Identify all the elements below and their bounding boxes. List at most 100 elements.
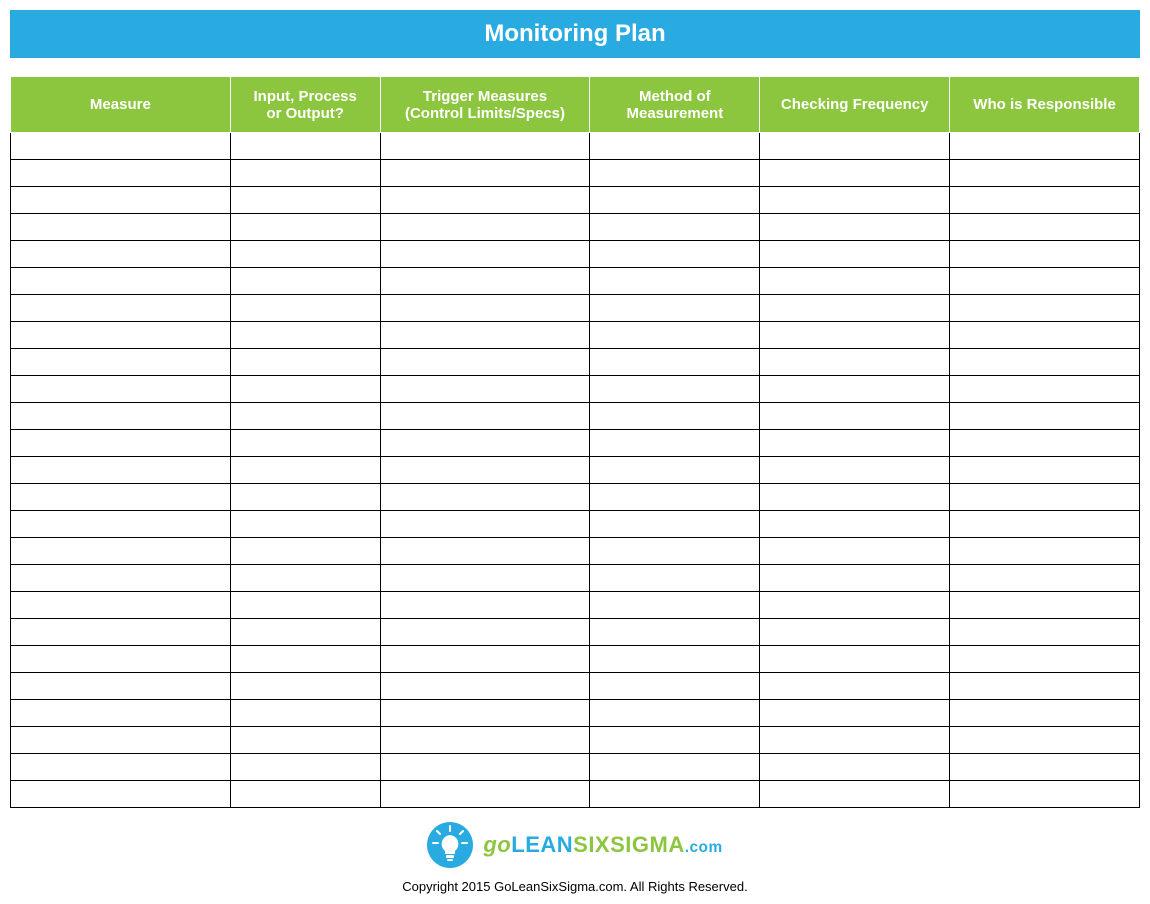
table-cell[interactable] — [380, 592, 590, 619]
table-cell[interactable] — [380, 214, 590, 241]
table-cell[interactable] — [380, 619, 590, 646]
table-cell[interactable] — [950, 349, 1140, 376]
table-cell[interactable] — [380, 430, 590, 457]
table-cell[interactable] — [760, 430, 950, 457]
table-cell[interactable] — [11, 160, 231, 187]
table-cell[interactable] — [11, 133, 231, 160]
table-cell[interactable] — [590, 295, 760, 322]
table-cell[interactable] — [11, 781, 231, 808]
table-cell[interactable] — [230, 376, 380, 403]
table-cell[interactable] — [760, 592, 950, 619]
table-cell[interactable] — [230, 457, 380, 484]
table-cell[interactable] — [230, 403, 380, 430]
table-cell[interactable] — [11, 322, 231, 349]
table-cell[interactable] — [230, 187, 380, 214]
table-cell[interactable] — [760, 457, 950, 484]
table-cell[interactable] — [380, 403, 590, 430]
table-cell[interactable] — [760, 727, 950, 754]
table-cell[interactable] — [950, 241, 1140, 268]
table-cell[interactable] — [950, 295, 1140, 322]
table-cell[interactable] — [590, 349, 760, 376]
table-cell[interactable] — [230, 430, 380, 457]
table-cell[interactable] — [950, 754, 1140, 781]
table-cell[interactable] — [590, 457, 760, 484]
table-cell[interactable] — [230, 133, 380, 160]
table-cell[interactable] — [590, 700, 760, 727]
table-cell[interactable] — [380, 268, 590, 295]
table-cell[interactable] — [380, 295, 590, 322]
table-cell[interactable] — [590, 133, 760, 160]
table-cell[interactable] — [950, 511, 1140, 538]
table-cell[interactable] — [950, 619, 1140, 646]
table-cell[interactable] — [230, 619, 380, 646]
table-cell[interactable] — [11, 511, 231, 538]
table-cell[interactable] — [950, 133, 1140, 160]
table-cell[interactable] — [590, 538, 760, 565]
table-cell[interactable] — [590, 241, 760, 268]
table-cell[interactable] — [760, 160, 950, 187]
table-cell[interactable] — [380, 376, 590, 403]
table-cell[interactable] — [11, 295, 231, 322]
table-cell[interactable] — [11, 700, 231, 727]
table-cell[interactable] — [590, 565, 760, 592]
table-cell[interactable] — [230, 646, 380, 673]
table-cell[interactable] — [760, 268, 950, 295]
table-cell[interactable] — [380, 538, 590, 565]
table-cell[interactable] — [760, 241, 950, 268]
table-cell[interactable] — [590, 727, 760, 754]
table-cell[interactable] — [11, 727, 231, 754]
table-cell[interactable] — [11, 592, 231, 619]
table-cell[interactable] — [760, 376, 950, 403]
table-cell[interactable] — [950, 700, 1140, 727]
table-cell[interactable] — [950, 565, 1140, 592]
table-cell[interactable] — [590, 403, 760, 430]
table-cell[interactable] — [950, 376, 1140, 403]
table-cell[interactable] — [380, 754, 590, 781]
table-cell[interactable] — [380, 646, 590, 673]
table-cell[interactable] — [950, 673, 1140, 700]
table-cell[interactable] — [380, 727, 590, 754]
table-cell[interactable] — [950, 268, 1140, 295]
table-cell[interactable] — [760, 322, 950, 349]
table-cell[interactable] — [760, 781, 950, 808]
table-cell[interactable] — [230, 160, 380, 187]
table-cell[interactable] — [590, 511, 760, 538]
table-cell[interactable] — [590, 754, 760, 781]
table-cell[interactable] — [590, 322, 760, 349]
table-cell[interactable] — [380, 781, 590, 808]
table-cell[interactable] — [590, 160, 760, 187]
table-cell[interactable] — [230, 727, 380, 754]
table-cell[interactable] — [950, 484, 1140, 511]
table-cell[interactable] — [230, 754, 380, 781]
table-cell[interactable] — [950, 781, 1140, 808]
table-cell[interactable] — [230, 214, 380, 241]
table-cell[interactable] — [11, 214, 231, 241]
table-cell[interactable] — [380, 511, 590, 538]
table-cell[interactable] — [590, 646, 760, 673]
table-cell[interactable] — [380, 349, 590, 376]
table-cell[interactable] — [760, 511, 950, 538]
table-cell[interactable] — [590, 673, 760, 700]
table-cell[interactable] — [760, 403, 950, 430]
table-cell[interactable] — [380, 457, 590, 484]
table-cell[interactable] — [950, 160, 1140, 187]
table-cell[interactable] — [11, 403, 231, 430]
table-cell[interactable] — [230, 295, 380, 322]
table-cell[interactable] — [380, 241, 590, 268]
table-cell[interactable] — [230, 484, 380, 511]
table-cell[interactable] — [380, 484, 590, 511]
table-cell[interactable] — [230, 781, 380, 808]
table-cell[interactable] — [590, 430, 760, 457]
table-cell[interactable] — [11, 349, 231, 376]
table-cell[interactable] — [590, 376, 760, 403]
table-cell[interactable] — [760, 565, 950, 592]
table-cell[interactable] — [950, 538, 1140, 565]
table-cell[interactable] — [11, 754, 231, 781]
table-cell[interactable] — [11, 187, 231, 214]
table-cell[interactable] — [11, 538, 231, 565]
table-cell[interactable] — [590, 187, 760, 214]
table-cell[interactable] — [11, 646, 231, 673]
table-cell[interactable] — [230, 268, 380, 295]
table-cell[interactable] — [230, 322, 380, 349]
table-cell[interactable] — [760, 646, 950, 673]
